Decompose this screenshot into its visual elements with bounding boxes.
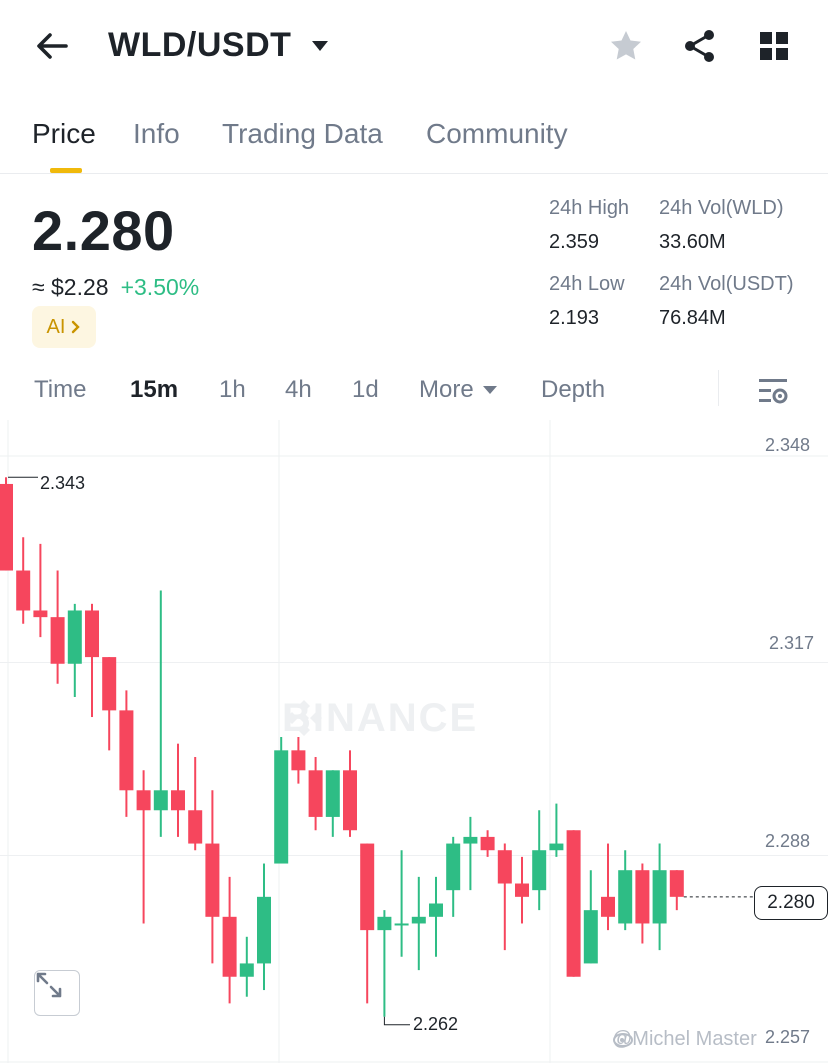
low-value: 2.193: [549, 307, 600, 329]
tab-community[interactable]: Community: [426, 118, 568, 149]
y-tick-label: 2.288: [765, 831, 811, 851]
candle-body: [343, 770, 357, 831]
candle-body: [669, 870, 684, 897]
candle-body: [515, 883, 529, 897]
chart-canvas: [0, 420, 828, 1063]
candle-body: [497, 850, 512, 884]
candle-body: [222, 916, 237, 977]
caret-down-icon: [482, 386, 497, 394]
candle-body: [239, 963, 254, 977]
divider: [718, 370, 719, 406]
vol-base-value: 33.60M: [659, 231, 726, 253]
tab-price[interactable]: Price: [32, 118, 96, 149]
high-value: 2.359: [549, 231, 600, 253]
y-tick-label: 2.317: [769, 633, 815, 653]
candle-body: [446, 843, 461, 891]
active-tab-indicator: [50, 168, 82, 173]
candle-body: [308, 770, 323, 817]
candle-body: [360, 843, 375, 931]
interval-1d[interactable]: 1d: [352, 376, 379, 403]
candle-body: [85, 610, 99, 658]
last-price: 2.280: [32, 199, 175, 262]
interval-more[interactable]: More: [419, 376, 498, 404]
candle-body: [257, 896, 271, 964]
candle-body: [188, 810, 203, 844]
vol-quote-label: 24h Vol(USDT): [659, 273, 794, 295]
ai-label: AI: [46, 315, 66, 338]
chart-settings-icon[interactable]: [756, 374, 790, 408]
chevron-right-icon: [72, 320, 81, 334]
low-annotation-line: [383, 1016, 410, 1026]
candle-body: [429, 903, 443, 917]
credit-text: @Michel Master: [612, 1028, 757, 1050]
interval-depth[interactable]: Depth: [541, 376, 606, 403]
star-icon[interactable]: [608, 28, 644, 64]
expand-icon: [36, 972, 62, 998]
candle-body: [325, 770, 340, 817]
low-annotation: 2.262: [413, 1014, 459, 1034]
candle-body: [33, 610, 48, 618]
top-bar: WLD/USDT: [0, 0, 828, 96]
fullscreen-button[interactable]: [34, 970, 80, 1016]
interval-4h[interactable]: 4h: [285, 376, 312, 403]
candle-body: [480, 836, 495, 851]
tab-trading-data[interactable]: Trading Data: [222, 118, 383, 149]
vol-quote-value: 76.84M: [659, 307, 726, 329]
candle-body: [652, 870, 667, 924]
candle-body: [119, 710, 134, 791]
ai-button[interactable]: AI: [32, 306, 96, 348]
candle-body: [394, 923, 409, 926]
high-label: 24h High: [549, 197, 630, 219]
candle-body: [16, 570, 31, 611]
binance-watermark: BINANCE: [282, 696, 478, 741]
interval-more-label: More: [419, 376, 474, 403]
candle-body: [205, 843, 220, 917]
weibo-logo-icon: [613, 1033, 633, 1047]
candle-body: [411, 916, 426, 924]
candlestick-chart[interactable]: BINANCE 2.348 2.317 2.288 2.257 2.343 2.…: [0, 420, 828, 1063]
interval-time[interactable]: Time: [34, 376, 87, 403]
last-price-tag: 2.280: [754, 886, 828, 920]
interval-1h[interactable]: 1h: [219, 376, 246, 403]
vol-base-label: 24h Vol(WLD): [659, 197, 784, 219]
low-label: 24h Low: [549, 273, 625, 295]
candle-body: [532, 850, 547, 891]
pair-selector[interactable]: WLD/USDT: [108, 26, 329, 65]
candle-body: [549, 843, 564, 851]
tab-info[interactable]: Info: [133, 118, 180, 149]
candle-body: [274, 750, 289, 864]
candle-body: [0, 483, 13, 571]
candle-body: [171, 790, 185, 811]
price-subline: ≈ $2.28 +3.50%: [32, 274, 199, 301]
author-credit: @Michel Master: [612, 1028, 757, 1051]
back-arrow-icon[interactable]: [32, 26, 72, 66]
grid-icon[interactable]: [758, 30, 790, 62]
candle-body: [291, 750, 306, 771]
candle-body: [377, 916, 392, 931]
interval-bar: Time 15m 1h 4h 1d More Depth: [0, 362, 828, 418]
caret-down-icon: [312, 40, 329, 51]
pair-title: WLD/USDT: [108, 26, 292, 64]
share-icon[interactable]: [682, 28, 718, 64]
candle-body: [50, 617, 65, 664]
candle-body: [566, 830, 581, 977]
candle-body: [153, 790, 168, 811]
candle-body: [67, 610, 82, 664]
high-annotation: 2.343: [40, 473, 86, 493]
candle-body: [463, 836, 478, 844]
candle-body: [102, 657, 117, 711]
candle-body: [618, 870, 633, 924]
usd-equivalent: ≈ $2.28: [32, 274, 109, 300]
binance-logo-icon: [286, 700, 322, 736]
tab-bar: Price Info Trading Data Community: [0, 110, 828, 174]
price-change-percent: +3.50%: [120, 274, 200, 300]
candle-body: [601, 896, 615, 917]
interval-15m[interactable]: 15m: [130, 376, 179, 403]
candle-body: [136, 790, 151, 811]
candle-body: [635, 870, 650, 924]
y-tick-label: 2.257: [765, 1027, 811, 1047]
y-tick-label: 2.348: [765, 435, 811, 455]
candle-body: [583, 910, 598, 964]
